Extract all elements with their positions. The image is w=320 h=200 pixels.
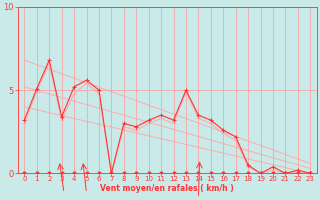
X-axis label: Vent moyen/en rafales ( km/h ): Vent moyen/en rafales ( km/h ) [100,184,234,193]
